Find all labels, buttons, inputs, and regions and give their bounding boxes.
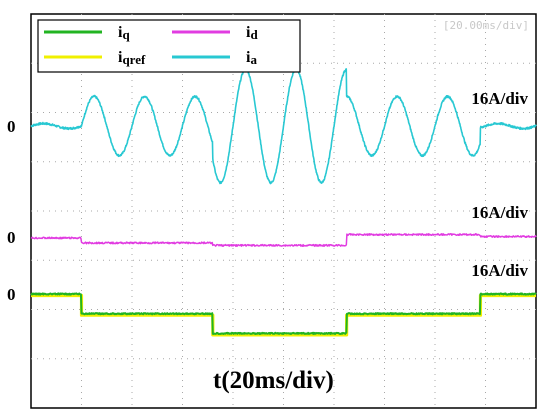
trace-iq [30, 292, 537, 335]
legend-label-id: id [246, 24, 258, 42]
legend-box [37, 19, 301, 73]
trace-ia [30, 68, 537, 185]
legend: iq id iqref ia [37, 19, 301, 73]
scale-label-id: 16A/div [471, 203, 528, 222]
zero-label-ia: 0 [7, 117, 16, 136]
scale-label-ia: 16A/div [471, 89, 528, 108]
trace-id [30, 233, 537, 247]
zero-label-id: 0 [7, 228, 16, 247]
zero-label-iq: 0 [7, 285, 16, 304]
corner-label: [20.00ms/div] [443, 19, 529, 32]
plot-traces [30, 68, 537, 337]
legend-label-iq: iq [118, 24, 130, 42]
scale-label-iq: 16A/div [471, 261, 528, 280]
x-axis-label: t(20ms/div) [213, 367, 334, 394]
legend-label-iqref: iqref [118, 49, 146, 67]
legend-label-ia: ia [246, 49, 257, 67]
